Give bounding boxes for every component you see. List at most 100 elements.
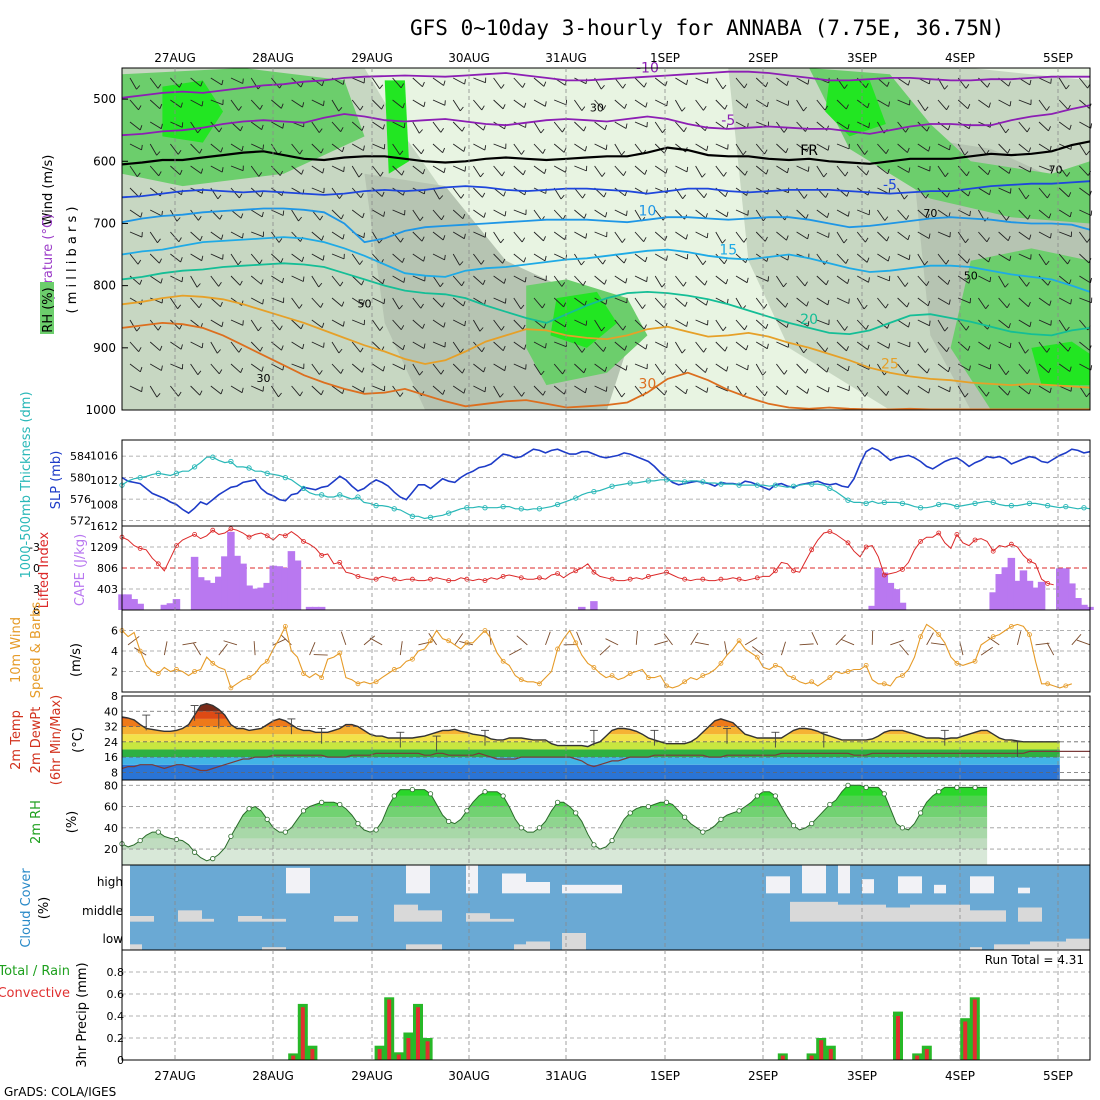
upper-wind-barb: [1018, 231, 1030, 240]
upper-wind-barb: [695, 143, 707, 152]
upper-wind-barb: [220, 301, 223, 307]
upper-wind-barb: [291, 341, 303, 350]
upper-wind-barb: [149, 209, 162, 217]
upper-wind-barb: [706, 232, 709, 238]
upper-wind-barb: [331, 297, 343, 307]
upper-wind-barb: [574, 187, 583, 199]
upper-wind-barb: [250, 77, 259, 90]
upper-wind-barb: [340, 368, 344, 374]
upper-wind-barb: [392, 121, 405, 129]
rh-marker: [682, 814, 688, 820]
rh-tick-label: 60: [104, 801, 118, 814]
upper-wind-barb: [545, 343, 547, 349]
upper-wind-barb: [796, 341, 805, 354]
upper-wind-barb: [763, 303, 768, 309]
upper-wind-barb: [836, 187, 848, 197]
upper-wind-barb: [500, 84, 505, 89]
upper-wind-barb: [298, 304, 303, 309]
upper-wind-barb: [311, 187, 325, 194]
upper-wind-barb: [444, 254, 446, 260]
upper-wind-barb: [1028, 147, 1032, 153]
slp-line: [121, 447, 1091, 515]
rh-marker: [700, 829, 706, 835]
isotherm-label: 15: [719, 242, 737, 258]
wind10-barb: [599, 645, 611, 656]
upper-wind-barb: [190, 143, 200, 154]
upper-wind-barb: [664, 390, 668, 396]
date-label-top: 30AUG: [448, 51, 490, 65]
upper-wind-barb: [634, 275, 647, 283]
rh-marker: [337, 801, 343, 808]
upper-wind-barb: [513, 385, 522, 397]
upper-wind-barb: [149, 121, 162, 130]
upper-wind-barb: [675, 341, 683, 354]
upper-wind-barb: [318, 282, 323, 288]
lifted-index-marker: [500, 574, 506, 579]
precip-frame: [121, 949, 1091, 1061]
upper-wind-barb: [271, 297, 284, 304]
upper-wind-barb: [533, 165, 545, 175]
upper-wind-barb: [735, 363, 748, 371]
upper-wind-barb: [473, 209, 485, 218]
upper-wind-barb: [230, 209, 242, 219]
thickness-marker: [536, 506, 543, 512]
rh-marker: [863, 784, 869, 791]
cape-label: CAPE (J/kg): [73, 534, 88, 606]
upper-wind-barb: [461, 126, 465, 132]
upper-air-frame: [121, 67, 1091, 411]
rh-marker: [972, 784, 978, 791]
upper-wind-barb: [654, 275, 663, 288]
lifted-index-marker: [573, 568, 579, 574]
upper-wind-barb: [574, 297, 586, 307]
wind10-barb: [576, 631, 583, 646]
date-label-bottom: 3SEP: [847, 1069, 877, 1083]
upper-wind-barb: [533, 77, 545, 87]
upper-wind-barb: [392, 99, 404, 109]
lifted-index-marker: [591, 569, 597, 575]
lifted-index-marker: [990, 548, 996, 554]
upper-wind-barb: [965, 83, 970, 89]
upper-wind-barb: [724, 346, 728, 352]
wind10-barb: [428, 632, 437, 646]
upper-wind-barb: [372, 275, 384, 285]
upper-wind-barb: [897, 77, 909, 86]
upper-wind-barb: [493, 77, 502, 89]
upper-wind-barb: [351, 385, 364, 393]
upper-wind-barb: [481, 105, 485, 111]
upper-wind-barb: [1018, 121, 1028, 133]
upper-wind-barb: [803, 348, 808, 354]
rh-contour-label: 70: [923, 207, 937, 220]
date-label-bottom: 29AUG: [351, 1069, 393, 1083]
upper-wind-barb: [695, 253, 704, 266]
thickness-marker: [954, 503, 960, 510]
upper-wind-barb: [886, 236, 890, 242]
upper-wind-barb: [1009, 342, 1012, 348]
date-label-top: 29AUG: [351, 51, 393, 65]
upper-wind-barb: [218, 281, 222, 287]
upper-wind-barb: [776, 77, 788, 87]
upper-wind-barb: [271, 99, 282, 109]
thickness-marker: [173, 470, 180, 476]
cloud-block: [286, 867, 310, 894]
upper-wind-barb: [372, 187, 383, 197]
wind10-marker: [192, 669, 198, 674]
upper-wind-barb: [887, 168, 890, 174]
upper-wind-barb: [129, 341, 140, 352]
isotherm-line: [121, 262, 1091, 337]
wind10-barb: [890, 639, 904, 646]
upper-wind-barbs: [129, 77, 1093, 398]
upper-wind-barb: [372, 209, 384, 217]
upper-wind-barb: [703, 105, 707, 111]
rh-marker: [319, 799, 325, 805]
upper-wind-barb: [372, 143, 385, 150]
upper-wind-barb: [149, 231, 158, 244]
upper-wind-barb: [937, 143, 950, 151]
upper-wind-barb: [823, 172, 828, 178]
upper-wind-barb: [1018, 297, 1029, 308]
upper-wind-barb: [190, 275, 198, 288]
upper-wind-barb: [786, 235, 789, 241]
cape-bar: [578, 606, 586, 610]
upper-wind-barb: [836, 319, 846, 331]
upper-wind-barb: [796, 99, 804, 112]
